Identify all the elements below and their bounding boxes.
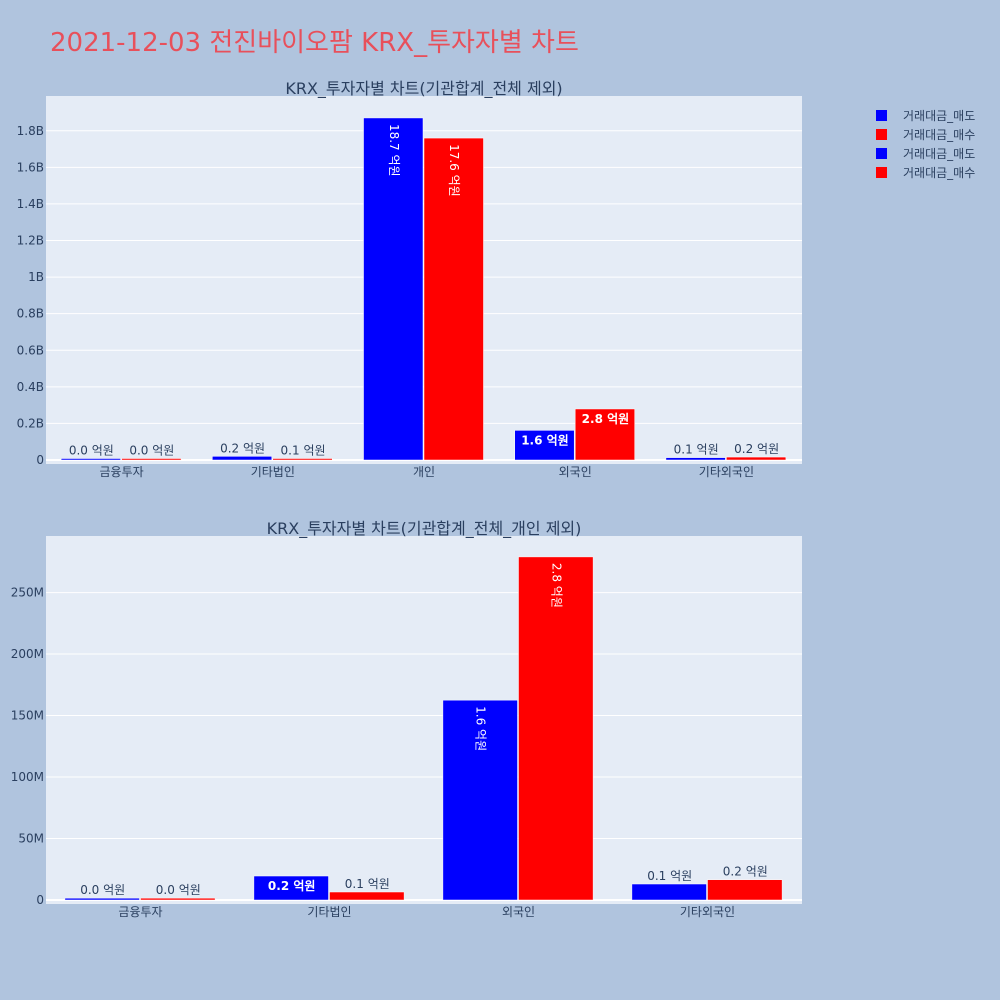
y-tick-label: 0.6B xyxy=(17,343,44,357)
data-label: 1.6 억원 xyxy=(474,706,488,751)
bar xyxy=(60,458,121,461)
legend-item[interactable]: 거래대금_매도 xyxy=(876,106,975,125)
x-tick-label: 외국인 xyxy=(559,465,592,479)
bar xyxy=(631,883,707,901)
y-tick-label: 1.2B xyxy=(17,234,44,248)
legend-label: 거래대금_매도 xyxy=(903,109,976,123)
x-tick-label: 기타법인 xyxy=(307,905,351,919)
legend-swatch-buy xyxy=(876,167,887,178)
data-label: 0.2 억원 xyxy=(220,441,265,455)
bar xyxy=(726,456,787,461)
bar xyxy=(574,408,635,461)
data-label: 0.1 억원 xyxy=(647,869,692,883)
x-tick-label: 외국인 xyxy=(502,905,535,919)
y-tick-label: 50M xyxy=(18,832,44,846)
bar xyxy=(442,699,518,901)
y-tick-label: 1B xyxy=(28,270,44,284)
y-tick-label: 0.2B xyxy=(17,416,44,430)
y-tick-label: 0 xyxy=(36,453,44,467)
data-label: 0.2 억원 xyxy=(723,865,768,879)
bar xyxy=(363,117,424,461)
data-label: 0.1 억원 xyxy=(345,877,390,891)
data-label: 0.2 억원 xyxy=(268,879,316,893)
data-label: 0.0 억원 xyxy=(69,444,114,458)
data-label: 17.6 억원 xyxy=(447,144,461,197)
x-tick-label: 개인 xyxy=(413,465,435,479)
chart-title: KRX_투자자별 차트(기관합계_전체 제외) xyxy=(285,79,562,99)
bar xyxy=(518,556,594,901)
x-tick-label: 기타외국인 xyxy=(680,905,735,919)
bar xyxy=(514,430,575,461)
legend-swatch-buy xyxy=(876,129,887,140)
legend-item[interactable]: 거래대금_매도 xyxy=(876,144,975,163)
bar xyxy=(272,458,333,461)
bar xyxy=(707,879,783,901)
y-tick-label: 1.4B xyxy=(17,197,44,211)
legend-item[interactable]: 거래대금_매수 xyxy=(876,163,975,182)
page-title: 2021-12-03 전진바이오팜 KRX_투자자별 차트 xyxy=(50,28,579,58)
y-tick-label: 0.8B xyxy=(17,307,44,321)
y-tick-label: 150M xyxy=(11,709,44,723)
bar xyxy=(140,897,216,901)
data-label: 1.6 억원 xyxy=(521,433,569,447)
data-label: 0.1 억원 xyxy=(674,443,719,457)
x-tick-label: 금융투자 xyxy=(100,465,144,479)
legend-swatch-sell xyxy=(876,110,887,121)
bar xyxy=(665,457,726,461)
data-label: 0.0 억원 xyxy=(80,883,125,897)
legend-label: 거래대금_매수 xyxy=(903,166,976,180)
data-label: 18.7 억원 xyxy=(387,124,401,177)
bar xyxy=(212,456,273,461)
y-tick-label: 250M xyxy=(11,586,44,600)
data-label: 2.8 억원 xyxy=(549,563,563,608)
bar xyxy=(253,875,329,901)
legend-item[interactable]: 거래대금_매수 xyxy=(876,125,975,144)
y-tick-label: 200M xyxy=(11,647,44,661)
data-label: 2.8 억원 xyxy=(582,412,630,426)
x-tick-label: 금융투자 xyxy=(118,905,162,919)
x-tick-label: 기타외국인 xyxy=(699,465,754,479)
bar xyxy=(121,458,182,461)
data-label: 0.1 억원 xyxy=(281,444,326,458)
legend: 거래대금_매도 거래대금_매수 거래대금_매도 거래대금_매수 xyxy=(876,106,975,182)
plot-area xyxy=(46,536,802,904)
data-label: 0.0 억원 xyxy=(156,883,201,897)
y-tick-label: 1.6B xyxy=(17,160,44,174)
bar xyxy=(64,897,140,901)
bar xyxy=(329,891,405,901)
y-tick-label: 0.4B xyxy=(17,380,44,394)
legend-label: 거래대금_매수 xyxy=(903,128,976,142)
bar xyxy=(423,137,484,461)
y-tick-label: 100M xyxy=(11,770,44,784)
data-label: 0.2 억원 xyxy=(734,442,779,456)
y-tick-label: 0 xyxy=(36,893,44,907)
y-tick-label: 1.8B xyxy=(17,124,44,138)
chart-title: KRX_투자자별 차트(기관합계_전체_개인 제외) xyxy=(267,519,582,539)
data-label: 0.0 억원 xyxy=(129,444,174,458)
x-tick-label: 기타법인 xyxy=(251,465,295,479)
legend-label: 거래대금_매도 xyxy=(903,147,976,161)
legend-swatch-sell xyxy=(876,148,887,159)
